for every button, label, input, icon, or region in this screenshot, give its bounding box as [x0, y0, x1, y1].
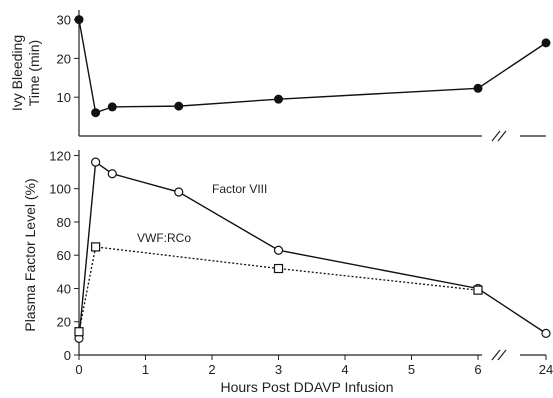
bleeding-time-y-axis-title-line-2: Time (min)	[26, 40, 42, 106]
bleeding-time-point	[107, 102, 117, 112]
plasma-factor-chart: 0 20 40 60 80 100 120 0 1 2 3 4 5 6 24 Plasma Factor L…	[22, 148, 553, 395]
plasma-factor-y-axis-title: Plasma Factor Level (%)	[22, 178, 38, 331]
bleeding-time-point	[74, 15, 84, 25]
vwf-rco-point	[473, 285, 483, 295]
plasma-factor-axes: 0 20 40 60 80 100 120 0 1 2 3 4 5 6 24	[49, 148, 553, 377]
factor-viii-point	[91, 157, 101, 167]
bleeding-time-series	[74, 15, 551, 118]
plasma-factor-y-tick-label: 0	[64, 348, 71, 363]
bleeding-time-point	[473, 83, 483, 93]
bleeding-time-axis-break-mark	[497, 130, 507, 142]
vwf-rco-point	[74, 327, 84, 337]
plasma-factor-y-tick-label: 120	[49, 148, 71, 163]
bleeding-time-line	[78, 19, 547, 114]
plasma-factor-x-tick-label: 6	[474, 362, 481, 377]
plasma-factor-y-tick-label: 80	[57, 215, 71, 230]
factor-viii-point	[107, 169, 117, 179]
plasma-factor-x-tick-label: 3	[275, 362, 282, 377]
bleeding-time-y-axis-title-line-1: Ivy Bleeding	[9, 35, 25, 111]
plasma-factor-axis-break-mark	[497, 349, 507, 361]
bleeding-time-point	[91, 108, 101, 118]
bleeding-time-chart: 10 20 30 Ivy Bleeding Time (min)	[9, 10, 551, 142]
series-label-factor-viii: Factor VIII	[212, 182, 267, 196]
bleeding-time-point	[541, 38, 551, 48]
plasma-factor-y-tick-label: 40	[57, 281, 71, 296]
plasma-factor-x-tick-label: 5	[408, 362, 415, 377]
plasma-factor-x-tick-label: 1	[142, 362, 149, 377]
plasma-factor-axis-break-mark	[491, 349, 501, 361]
plasma-factor-y-tick-label: 20	[57, 315, 71, 330]
vwf-rco-point	[273, 263, 284, 274]
vwf-rco-point	[91, 242, 101, 252]
factor-viii-line	[78, 160, 547, 339]
bleeding-time-y-tick-label: 30	[57, 13, 71, 28]
factor-viii-point	[541, 328, 551, 338]
bleeding-time-axes: 10 20 30	[57, 10, 546, 142]
factor-viii-point	[273, 245, 284, 255]
plasma-factor-series	[74, 157, 551, 343]
bleeding-time-y-tick-label: 10	[57, 90, 71, 105]
factor-viii-point	[174, 187, 184, 197]
series-label-vwf-rco: VWF:RCo	[137, 231, 191, 245]
plasma-factor-x-tick-label: 0	[75, 362, 82, 377]
plasma-factor-x-tick-label: 2	[208, 362, 215, 377]
plasma-factor-y-tick-label: 100	[49, 182, 71, 197]
plasma-factor-x-tick-label: 24	[539, 362, 553, 377]
plasma-factor-x-tick-label: 4	[341, 362, 348, 377]
vwf-rco-line	[78, 246, 479, 332]
bleeding-time-point	[274, 94, 283, 104]
bleeding-time-point	[174, 101, 184, 111]
bleeding-time-axis-break-mark	[491, 130, 501, 142]
plasma-factor-y-tick-label: 60	[57, 248, 71, 263]
bleeding-time-y-tick-label: 20	[57, 51, 71, 66]
plasma-factor-x-axis-title: Hours Post DDAVP Infusion	[220, 379, 393, 395]
